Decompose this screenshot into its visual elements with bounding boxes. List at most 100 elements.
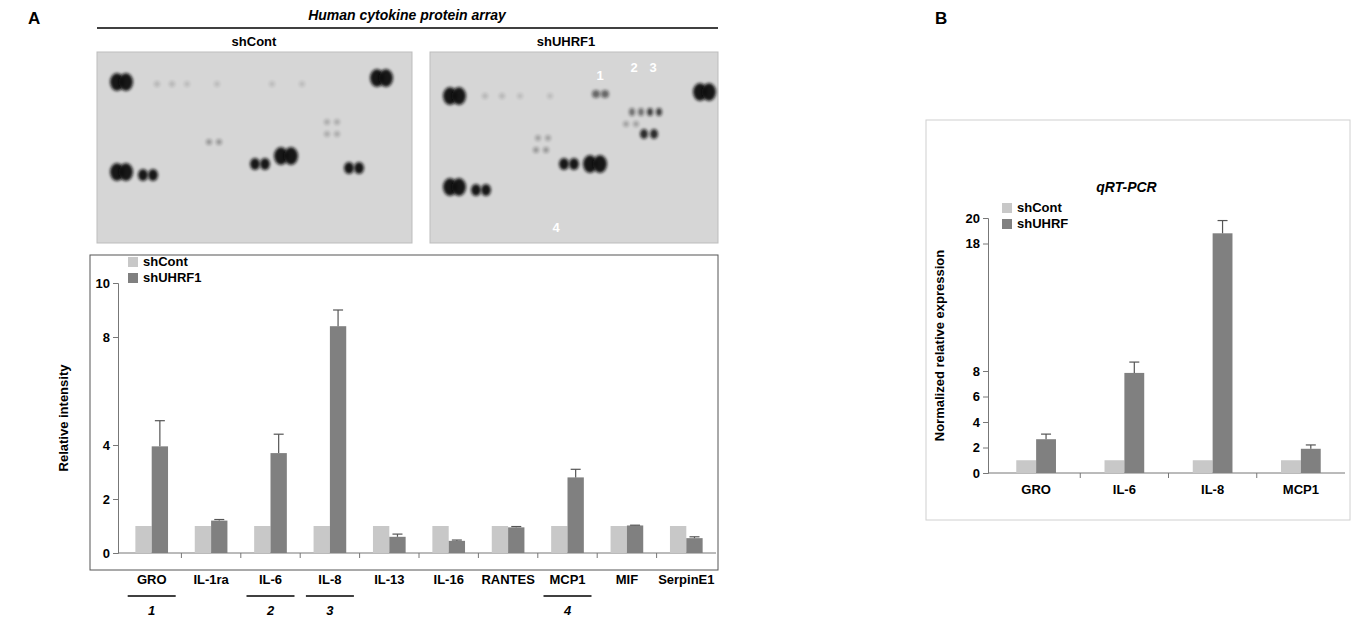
bar <box>551 526 567 553</box>
y-tick-label: 20 <box>966 211 980 226</box>
blot-spot <box>547 93 553 99</box>
blot-spot <box>250 158 260 170</box>
category-separator <box>1256 473 1257 478</box>
category-separator <box>478 553 479 558</box>
x-tick: IL-13 <box>374 572 404 587</box>
blot-spot <box>206 139 212 145</box>
error-bar <box>1306 445 1316 449</box>
y-tick-mark <box>983 473 988 474</box>
error-bar-stem <box>278 434 279 453</box>
y-axis: 024810 <box>96 276 119 561</box>
error-bar-stem <box>1222 221 1223 234</box>
blot-spot <box>299 81 305 87</box>
y-axis-title: Normalized relative expression <box>932 250 947 442</box>
error-bar-cap <box>274 434 284 435</box>
x-axis: GROIL-6IL-8MCP1 <box>988 473 1345 497</box>
blot-spot <box>379 69 393 87</box>
error-bar-stem <box>337 310 338 326</box>
x-tick-label: GRO <box>137 572 167 587</box>
bar <box>152 446 168 553</box>
category-number: 1 <box>148 603 155 618</box>
y-tick-mark <box>113 283 118 284</box>
bar <box>611 526 627 553</box>
x-tick: IL-8 <box>1201 482 1224 497</box>
y-tick: 18 <box>966 236 988 251</box>
y-tick-label: 18 <box>966 236 980 251</box>
y-tick-mark <box>983 397 988 398</box>
blot-spot <box>569 158 579 170</box>
x-tick: MCP1 <box>549 572 585 587</box>
error-bar <box>1041 434 1051 439</box>
error-bar-stem <box>1134 362 1135 373</box>
y-tick-mark <box>113 337 118 338</box>
x-tick: SerpinE1 <box>658 572 714 587</box>
blot-spot <box>559 158 569 170</box>
error-bar-cap <box>1218 220 1228 221</box>
y-tick-mark <box>983 218 988 219</box>
x-tick-label: MIF <box>616 572 638 587</box>
category-underline <box>247 595 295 597</box>
legend-swatch <box>128 257 138 267</box>
category-number: 2 <box>266 603 275 618</box>
x-tick-label: IL-8 <box>318 572 341 587</box>
category-separator <box>419 553 420 558</box>
y-tick-label: 0 <box>103 546 110 561</box>
error-bar-cap <box>155 420 165 421</box>
error-bar-cap <box>214 519 224 520</box>
y-tick-mark <box>113 553 118 554</box>
bar <box>432 526 448 553</box>
blot-spot <box>119 163 133 181</box>
chart: qRT-PCR024681820Normalized relative expr… <box>926 120 1350 520</box>
error-bar-cap <box>630 525 640 526</box>
legend-swatch <box>128 273 138 283</box>
x-tick: GRO <box>137 572 167 587</box>
plot-area <box>1016 221 1320 473</box>
y-tick-mark <box>983 422 988 423</box>
error-bar-cap <box>1129 361 1139 362</box>
blot-spot <box>324 131 330 137</box>
bar <box>195 526 211 553</box>
category-separator <box>1168 473 1169 478</box>
array-panel-label: shUHRF1 <box>537 34 596 49</box>
category-separator <box>1080 473 1081 478</box>
y-axis: 024681820 <box>966 211 989 481</box>
plot-area <box>135 310 702 553</box>
figure: ABHuman cytokine protein arrayshContshUH… <box>0 0 1366 633</box>
blot-spot <box>702 83 716 101</box>
blot-background <box>97 52 412 243</box>
x-tick: MIF <box>616 572 638 587</box>
array-blot: 1234 <box>430 52 718 243</box>
error-bar <box>511 526 521 528</box>
legend-item: shUHRF <box>1002 216 1068 231</box>
error-bar <box>155 421 165 447</box>
array-panel-label: shCont <box>232 34 277 49</box>
legend-item: shCont <box>128 254 188 269</box>
bar <box>135 526 151 553</box>
x-tick: IL-6 <box>1113 482 1136 497</box>
blot-spot <box>535 135 541 141</box>
bar <box>330 326 346 553</box>
error-bar-cap <box>392 533 402 534</box>
error-bar-cap <box>1041 434 1051 435</box>
category-underline <box>544 595 592 597</box>
spot-label: 3 <box>649 60 656 75</box>
blot-spot <box>638 108 644 116</box>
y-tick-label: 4 <box>973 415 981 430</box>
blot-spot <box>592 90 600 98</box>
error-bars <box>155 310 700 541</box>
bar <box>254 526 270 553</box>
blot-spot <box>138 169 148 181</box>
y-tick-mark <box>983 448 988 449</box>
blot-spot <box>184 81 190 87</box>
y-tick-mark <box>113 445 118 446</box>
x-tick: GRO <box>1021 482 1051 497</box>
spot-label: 2 <box>630 60 637 75</box>
blot-spot <box>533 147 539 153</box>
blot-spot <box>269 81 275 87</box>
bar <box>670 526 686 553</box>
blot-spot <box>324 119 330 125</box>
category-underline <box>306 595 354 597</box>
bar <box>1193 460 1213 473</box>
category-separator <box>656 553 657 558</box>
error-bar-stem <box>1045 434 1046 439</box>
